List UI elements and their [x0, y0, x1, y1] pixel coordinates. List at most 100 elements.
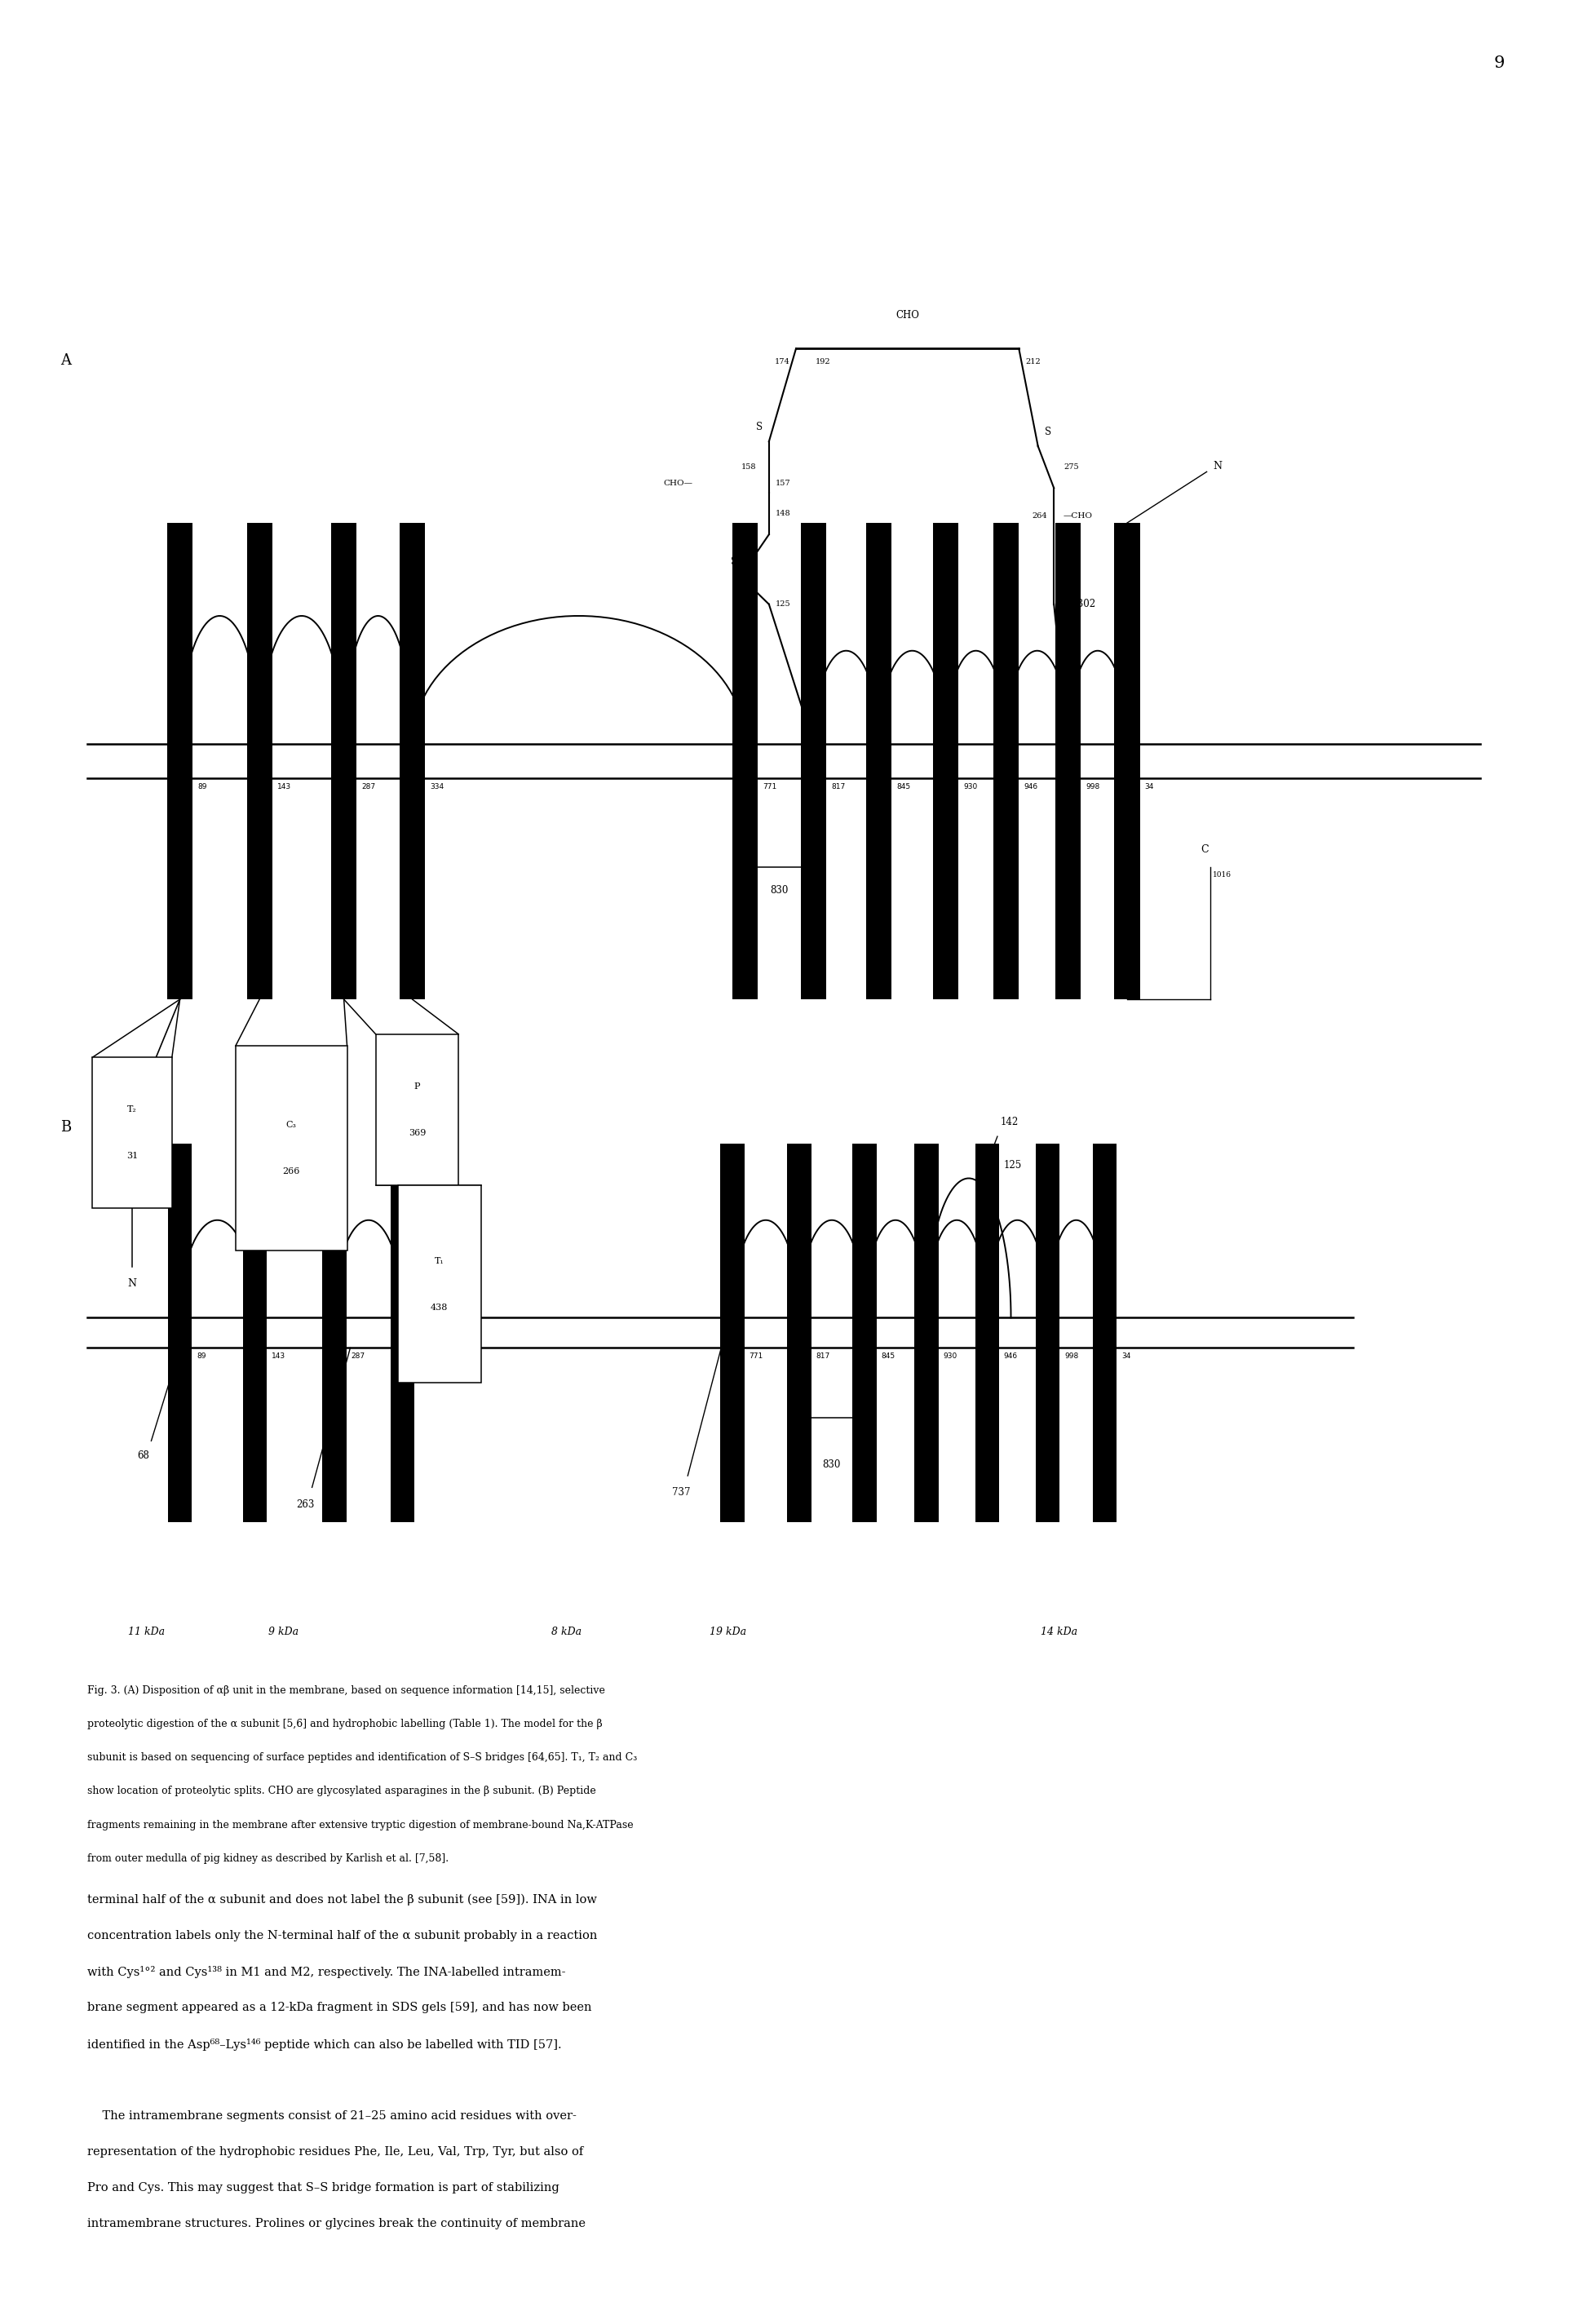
Bar: [376, 1034, 458, 1185]
Bar: [331, 523, 357, 999]
Text: representation of the hydrophobic residues Phe, Ile, Leu, Val, Trp, Tyr, but als: representation of the hydrophobic residu…: [88, 2147, 584, 2157]
Text: 737: 737: [672, 1487, 691, 1499]
Text: 34: 34: [1145, 783, 1154, 790]
Text: 817: 817: [831, 783, 845, 790]
Bar: [993, 523, 1019, 999]
Bar: [914, 1143, 939, 1522]
Text: —CHO: —CHO: [1063, 511, 1092, 521]
Bar: [732, 523, 758, 999]
Text: identified in the Asp⁶⁸–Lys¹⁴⁶ peptide which can also be labelled with TID [57].: identified in the Asp⁶⁸–Lys¹⁴⁶ peptide w…: [88, 2038, 562, 2050]
Text: 946: 946: [1024, 783, 1038, 790]
Text: 9 kDa: 9 kDa: [267, 1627, 299, 1638]
Text: 334: 334: [430, 783, 444, 790]
Text: 771: 771: [763, 783, 777, 790]
Text: 998: 998: [1065, 1353, 1078, 1360]
Text: 264: 264: [1032, 511, 1048, 521]
Text: 1016: 1016: [1213, 872, 1232, 878]
Text: 19 kDa: 19 kDa: [708, 1627, 747, 1638]
Text: 125: 125: [775, 600, 791, 609]
Text: N: N: [139, 1081, 148, 1092]
Text: 157: 157: [775, 479, 791, 488]
Bar: [398, 1185, 481, 1383]
Text: 830: 830: [771, 885, 788, 897]
Bar: [788, 1143, 810, 1522]
Text: T₁: T₁: [435, 1257, 444, 1264]
Text: 14 kDa: 14 kDa: [1040, 1627, 1078, 1638]
Text: 830: 830: [823, 1459, 841, 1471]
Text: 148: 148: [775, 509, 791, 518]
Text: Fig. 3. (A) Disposition of αβ unit in the membrane, based on sequence informatio: Fig. 3. (A) Disposition of αβ unit in th…: [88, 1685, 605, 1697]
Text: 438: 438: [431, 1304, 447, 1311]
Text: 9: 9: [1493, 56, 1504, 72]
Bar: [167, 523, 193, 999]
Text: 143: 143: [271, 1353, 285, 1360]
Text: T₂: T₂: [127, 1106, 137, 1113]
Text: P: P: [414, 1083, 420, 1090]
Bar: [720, 1143, 743, 1522]
Text: S: S: [756, 421, 763, 432]
Bar: [322, 1143, 345, 1522]
Bar: [244, 1143, 267, 1522]
Bar: [1036, 1143, 1060, 1522]
Bar: [853, 1143, 877, 1522]
Text: fragments remaining in the membrane after extensive tryptic digestion of membran: fragments remaining in the membrane afte…: [88, 1820, 634, 1831]
Text: C: C: [1200, 844, 1208, 855]
Text: B: B: [60, 1120, 72, 1134]
Text: proteolytic digestion of the α subunit [5,6] and hydrophobic labelling (Table 1): proteolytic digestion of the α subunit […: [88, 1720, 603, 1729]
Text: subunit is based on sequencing of surface peptides and identification of S–S bri: subunit is based on sequencing of surfac…: [88, 1752, 637, 1764]
Text: 930: 930: [942, 1353, 957, 1360]
Bar: [801, 523, 826, 999]
Bar: [866, 523, 892, 999]
Text: 287: 287: [361, 783, 376, 790]
Text: 31: 31: [126, 1153, 139, 1160]
Bar: [247, 523, 272, 999]
Bar: [933, 523, 958, 999]
Text: 158: 158: [742, 462, 756, 472]
Text: show location of proteolytic splits. CHO are glycosylated asparagines in the β s: show location of proteolytic splits. CHO…: [88, 1785, 597, 1796]
Text: 89: 89: [197, 1353, 205, 1360]
Text: N: N: [127, 1278, 137, 1290]
Text: 845: 845: [896, 783, 911, 790]
Bar: [1114, 523, 1140, 999]
Text: Pro and Cys. This may suggest that S–S bridge formation is part of stabilizing: Pro and Cys. This may suggest that S–S b…: [88, 2182, 559, 2194]
Bar: [1092, 1143, 1118, 1522]
Text: 34: 34: [1121, 1353, 1130, 1360]
Text: CHO—: CHO—: [664, 479, 693, 488]
Text: 125: 125: [1005, 1160, 1022, 1171]
Text: from outer medulla of pig kidney as described by Karlish et al. [7,58].: from outer medulla of pig kidney as desc…: [88, 1855, 449, 1864]
Text: 930: 930: [963, 783, 977, 790]
Text: 845: 845: [882, 1353, 895, 1360]
Bar: [92, 1057, 172, 1208]
Text: The intramembrane segments consist of 21–25 amino acid residues with over-: The intramembrane segments consist of 21…: [88, 2110, 576, 2122]
Text: 89: 89: [197, 783, 207, 790]
Text: 817: 817: [815, 1353, 829, 1360]
Text: C₃: C₃: [287, 1120, 296, 1129]
Text: intramembrane structures. Prolines or glycines break the continuity of membrane: intramembrane structures. Prolines or gl…: [88, 2217, 586, 2229]
Text: with Cys¹°² and Cys¹³⁸ in M1 and M2, respectively. The INA-labelled intramem-: with Cys¹°² and Cys¹³⁸ in M1 and M2, res…: [88, 1966, 565, 1978]
Text: 142: 142: [1001, 1116, 1019, 1127]
Text: 8 kDa: 8 kDa: [551, 1627, 583, 1638]
Bar: [976, 1143, 1000, 1522]
Text: 946: 946: [1003, 1353, 1017, 1360]
Text: 212: 212: [1025, 358, 1041, 365]
Text: CHO: CHO: [896, 309, 919, 321]
Text: S: S: [1044, 425, 1051, 437]
Text: N: N: [1213, 460, 1223, 472]
Text: 174: 174: [774, 358, 790, 365]
Text: 11 kDa: 11 kDa: [127, 1627, 166, 1638]
Text: 192: 192: [815, 358, 831, 365]
Bar: [392, 1143, 414, 1522]
Text: 998: 998: [1086, 783, 1100, 790]
Text: 14: 14: [1098, 1448, 1111, 1459]
Text: 68: 68: [137, 1450, 150, 1462]
Text: S: S: [731, 555, 737, 567]
Text: 263: 263: [296, 1499, 315, 1511]
Text: 369: 369: [409, 1129, 425, 1136]
Text: A: A: [60, 353, 72, 367]
Text: 266: 266: [283, 1167, 299, 1176]
Bar: [169, 1143, 193, 1522]
Text: C 302: C 302: [1067, 600, 1095, 609]
Text: 143: 143: [277, 783, 291, 790]
Text: 287: 287: [350, 1353, 365, 1360]
Text: terminal half of the α subunit and does not label the β subunit (see [59]). INA : terminal half of the α subunit and does …: [88, 1894, 597, 1906]
